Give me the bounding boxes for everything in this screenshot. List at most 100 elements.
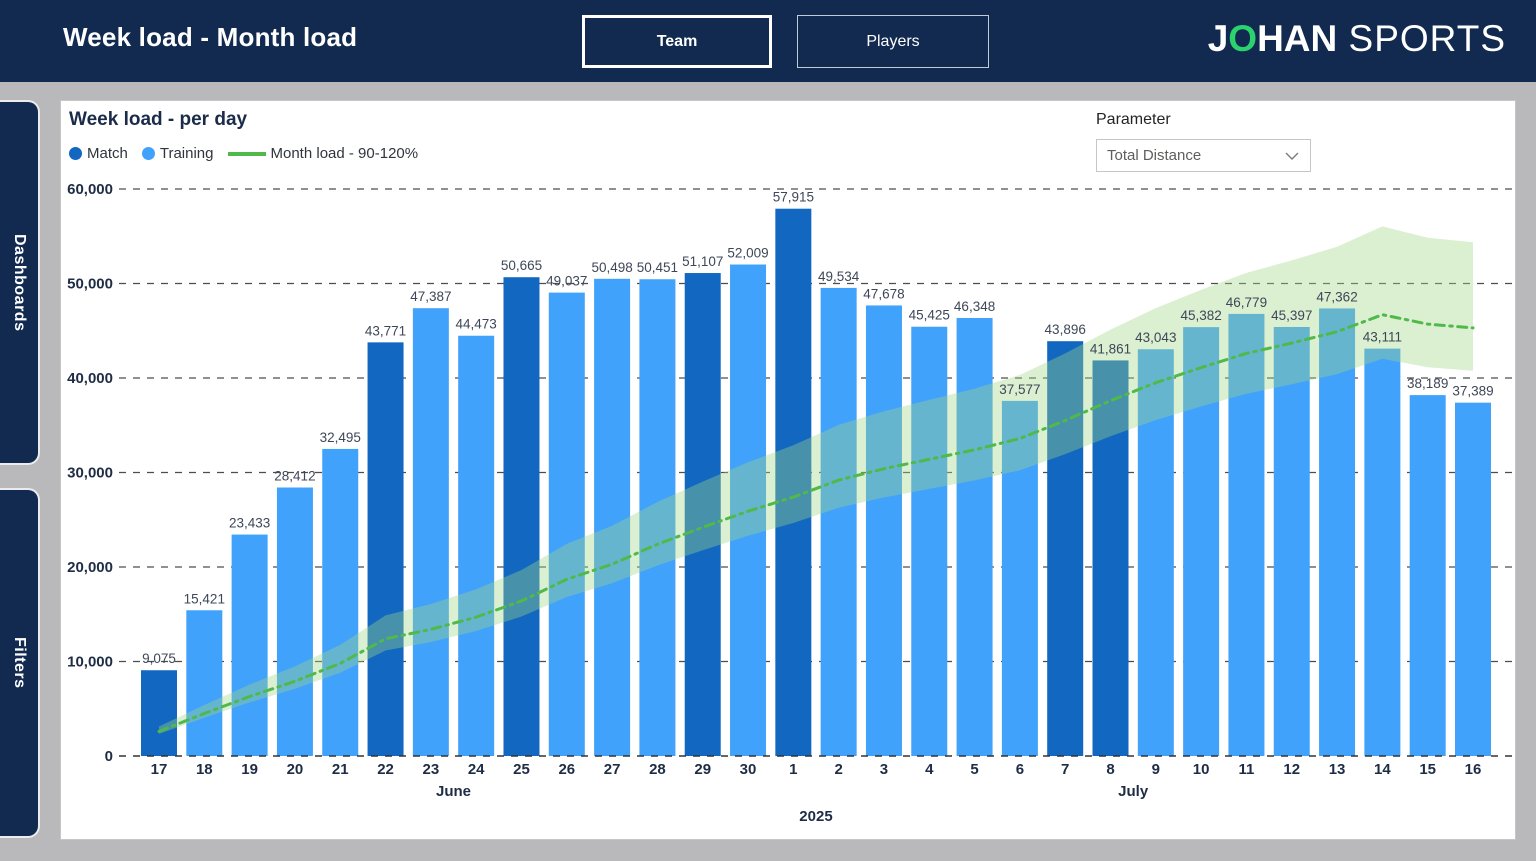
chart-text: 6 (1016, 761, 1024, 778)
legend-dot-icon (69, 147, 82, 160)
x-axis-labels: 17 18 19 20 21 22 23 24 25 26 27 28 29 30 1 2 3 4 5 6 7 8 9 10 1… (151, 761, 1482, 825)
chart-text: 28,412 (274, 469, 315, 484)
chart-text: 17 (151, 761, 168, 778)
chart-text: 15,421 (184, 591, 225, 606)
chart-text: July (1118, 783, 1149, 800)
bar-june-29[interactable] (684, 273, 721, 756)
chart-text: 43,771 (365, 323, 406, 338)
chart-text: June (436, 783, 471, 800)
parameter-dropdown[interactable]: Total Distance (1096, 139, 1311, 172)
bar-june-25[interactable] (503, 277, 540, 756)
chart-text: 28 (649, 761, 666, 778)
chart-text: 3 (880, 761, 888, 778)
bar-june-24[interactable] (458, 335, 495, 756)
chart-text: 60,000 (67, 181, 113, 198)
team-tab-button[interactable]: Team (582, 15, 772, 68)
bar-june-19[interactable] (231, 534, 268, 756)
chart-legend: Match Training Month load - 90-120% (69, 145, 418, 162)
chart-text: 47,387 (410, 289, 451, 304)
bar-july-6[interactable] (1001, 400, 1038, 756)
bar-june-26[interactable] (548, 292, 585, 756)
bar-july-16[interactable] (1454, 402, 1491, 756)
chart-text: 15 (1419, 761, 1436, 778)
chart-text: 51,107 (682, 254, 723, 269)
chart-text: 30,000 (67, 465, 113, 482)
chart-text: 38,189 (1407, 376, 1448, 391)
chart-text: 49,037 (546, 274, 587, 289)
chart-text: 2 (834, 761, 842, 778)
bar-july-13[interactable] (1319, 308, 1356, 756)
chart-text: 46,348 (954, 299, 995, 314)
bar-july-15[interactable] (1409, 395, 1446, 756)
players-tab-label: Players (866, 32, 920, 50)
bar-june-28[interactable] (639, 279, 676, 756)
sidebar-item-filters[interactable]: Filters (0, 488, 40, 838)
chart-text: 5 (970, 761, 978, 778)
legend-label: Training (159, 145, 214, 162)
chart-text: 10 (1193, 761, 1210, 778)
bar-july-7[interactable] (1047, 341, 1084, 756)
bar-july-10[interactable] (1183, 327, 1220, 756)
chart-text: 0 (105, 748, 113, 765)
chart-text: 4 (925, 761, 934, 778)
chart-text: 26 (558, 761, 575, 778)
bar-june-17[interactable] (141, 670, 177, 756)
page-title: Week load - Month load (63, 22, 358, 52)
bar-july-5[interactable] (956, 318, 993, 756)
chart-text: 52,009 (727, 246, 768, 261)
legend-item-1[interactable]: Training (141, 145, 214, 162)
bar-july-11[interactable] (1228, 313, 1265, 756)
bar-july-12[interactable] (1273, 326, 1310, 756)
chart-text: 23,433 (229, 516, 270, 531)
chart-text: 47,678 (863, 286, 904, 301)
bar-june-23[interactable] (412, 308, 449, 756)
legend-label: Month load - 90-120% (270, 145, 419, 162)
chart-text: 16 (1465, 761, 1482, 778)
legend-item-0[interactable]: Match (69, 145, 128, 162)
chart-text: 25 (513, 761, 530, 778)
legend-dot-icon (141, 147, 155, 160)
players-tab-button[interactable]: Players (797, 15, 989, 68)
gridlines: 0 10,000 20,000 30,000 40,000 50,000 60,000 (67, 181, 1513, 765)
bar-june-27[interactable] (594, 278, 631, 756)
chart-text: 8 (1106, 761, 1114, 778)
bar-july-9[interactable] (1137, 349, 1174, 756)
chart-text: 49,534 (818, 269, 860, 284)
bar-june-18[interactable] (186, 610, 223, 756)
chart-text: 40,000 (67, 370, 113, 387)
chart-text: 57,915 (773, 190, 814, 205)
bar-july-1[interactable] (775, 208, 812, 756)
chart-text: 37,577 (999, 382, 1040, 397)
bar-july-2[interactable] (820, 287, 857, 756)
chart-text: 50,451 (637, 260, 678, 275)
johan-sports-logo: JOHAN SPORTS (1208, 18, 1506, 60)
bar-june-20[interactable] (276, 487, 313, 756)
logo-sports: SPORTS (1348, 18, 1506, 59)
chart-text: 18 (196, 761, 213, 778)
legend-item-2[interactable]: Month load - 90-120% (227, 145, 419, 162)
chart-text: 50,498 (591, 260, 632, 275)
chart-text: 22 (377, 761, 394, 778)
bar-june-22[interactable] (367, 342, 404, 756)
chart-text: 20,000 (67, 559, 113, 576)
week-load-chart: 0 10,000 20,000 30,000 40,000 50,000 60,000 9,0… (67, 181, 1513, 825)
bar-july-8[interactable] (1092, 360, 1129, 756)
bar-july-3[interactable] (865, 305, 902, 756)
sidebar-item-dashboards[interactable]: Dashboards (0, 100, 40, 465)
parameter-block: Parameter Total Distance (1096, 111, 1311, 172)
chart-text: 20 (287, 761, 304, 778)
bar-june-21[interactable] (322, 448, 359, 756)
chevron-down-icon (1285, 152, 1299, 160)
chart-text: 50,000 (67, 276, 113, 293)
bar-july-14[interactable] (1364, 348, 1401, 756)
chart-text: 30 (740, 761, 757, 778)
chart-text: 11 (1239, 761, 1255, 778)
chart-text: 43,043 (1135, 330, 1176, 345)
chart-panel: 0 10,000 20,000 30,000 40,000 50,000 60,000 9,0… (60, 100, 1516, 840)
chart-text: 44,473 (456, 317, 497, 332)
chart-text: 2025 (799, 808, 832, 825)
legend-label: Match (87, 145, 128, 162)
chart-text: 1 (789, 761, 797, 778)
team-tab-label: Team (656, 32, 698, 50)
bar-july-4[interactable] (911, 326, 948, 756)
